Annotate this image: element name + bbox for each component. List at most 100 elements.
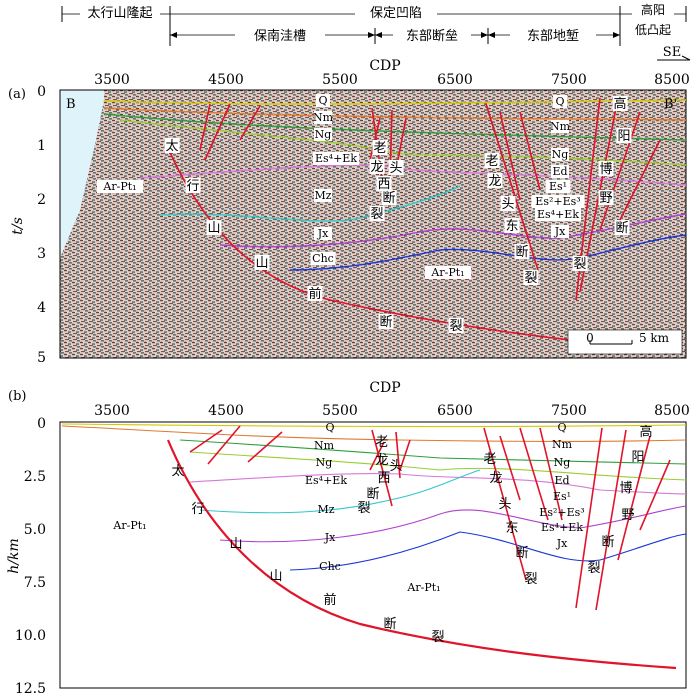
- panel-b-y-axis: 0 2.5 5.0 7.5 10.0 12.5 h/km: [6, 416, 46, 697]
- stratum-label: Es¹: [549, 180, 567, 193]
- fault-name-char-bg: [376, 176, 392, 191]
- fault-name-char: 西: [377, 177, 390, 192]
- fault-name-char: 阳: [617, 129, 630, 144]
- fault-name-char: 东: [505, 219, 518, 234]
- panel-b-depth-section: (b) CDP 3500 4500 5500 6500 7500 8500 0 …: [6, 380, 690, 697]
- stratum-label-bg: [314, 189, 332, 202]
- fault-name-char: 行: [191, 502, 204, 517]
- fault-name-char-bg: [378, 314, 394, 329]
- panel-a-label: (a): [8, 87, 26, 102]
- fault-name-char: 断: [383, 617, 396, 632]
- y-tick-label: 4: [37, 300, 46, 316]
- y-tick-label: 7.5: [24, 575, 46, 591]
- scale-bar-background: [567, 329, 683, 355]
- fault-name-char: 西: [377, 471, 390, 486]
- fault-name-char: 断: [515, 546, 528, 561]
- horizon-Jx: [199, 469, 481, 514]
- fault-name-char: 野: [621, 508, 634, 523]
- stratum-label: Nm: [313, 111, 334, 124]
- fault-name-char: 高: [639, 424, 652, 440]
- cdp-tick-label: 6500: [437, 403, 473, 419]
- header-structural-units: 太行山隆起 保定凹陷 高阳 保南洼槽 东部断垒 东部地堑 低凸起 SE: [61, 2, 691, 61]
- stratum-label: Ng: [316, 456, 333, 469]
- fault-name-char-bg: [514, 244, 530, 259]
- stratum-label: Es²+Es³: [535, 195, 580, 208]
- fault-name-char-bg: [598, 161, 614, 176]
- header-unit-label: 高阳: [641, 2, 665, 17]
- fault-name-char: 断: [515, 245, 528, 260]
- panel-a-cdp-ticks: 3500 4500 5500 6500 7500 8500: [94, 72, 690, 88]
- stratum-label: Q: [557, 421, 566, 434]
- fault-name-char: 裂: [449, 319, 462, 334]
- stratum-label: Ar-Pt₁: [430, 266, 464, 279]
- stratum-label: Jx: [554, 225, 566, 238]
- fault-name-char-bg: [254, 255, 270, 270]
- fault-name-char-bg: [500, 196, 516, 211]
- header-subunit-label: 东部地堑: [527, 29, 579, 44]
- stratum-label-bg: [313, 152, 359, 165]
- panel-b-cdp-title: CDP: [369, 380, 400, 396]
- y-tick-label: 1: [37, 138, 46, 154]
- fault-name-char-bg: [614, 220, 630, 235]
- fault-name-char: 行: [186, 179, 199, 194]
- fault-minor: [199, 103, 261, 161]
- y-tick-label: 3: [37, 246, 46, 262]
- fault-name-char-bg: [372, 140, 388, 155]
- stratum-label: Nm: [552, 438, 573, 451]
- scale-bar-end: 5 km: [639, 331, 670, 345]
- stratum-label: Es⁴+Ek: [315, 152, 357, 165]
- scale-bar-start: 0: [586, 331, 594, 345]
- fault-name-char: 山: [269, 569, 282, 584]
- stratum-label-bg: [551, 148, 569, 161]
- stratum-label: Jx: [317, 227, 329, 240]
- fault-name-char-bg: [487, 173, 503, 188]
- horizon-Q: [103, 99, 687, 105]
- stratum-label: Mz: [317, 503, 334, 516]
- fault-laolong-east: [485, 103, 541, 271]
- fault-gaoyang: [575, 427, 671, 611]
- fault-name-char: 阳: [631, 450, 644, 465]
- section-end-label: B': [664, 97, 677, 112]
- cdp-tick-label: 8500: [654, 72, 690, 88]
- fault-name-char-bg: [448, 318, 464, 333]
- panel-a-seismic-section: (a) CDP 3500 4500 5500 6500 7500 8500 0 …: [8, 58, 690, 366]
- horizon-Es: [189, 451, 687, 481]
- panel-b-horizons: [61, 423, 687, 571]
- fault-name-char-bg: [612, 96, 628, 111]
- fault-name-char-bg: [484, 153, 500, 168]
- fault-taihang: [167, 147, 571, 341]
- fault-name-char-bg: [616, 128, 632, 143]
- fault-name-char-bg: [388, 160, 404, 175]
- stratum-label: Es⁴+Ek: [541, 521, 583, 534]
- fault-name-char: 老: [373, 141, 386, 156]
- stratum-label: Ar-Pt₁: [102, 180, 136, 193]
- fault-name-char-bg: [523, 270, 539, 285]
- y-tick-label: 2: [37, 192, 46, 208]
- stratum-label: Ng: [315, 128, 332, 141]
- horizon-Q: [61, 423, 687, 428]
- panel-a-frame: [59, 89, 687, 359]
- stratum-label-bg: [551, 120, 569, 133]
- cdp-tick-label: 5500: [322, 403, 358, 419]
- y-tick-label: 5.0: [24, 522, 46, 538]
- fault-name-char: 山: [229, 537, 242, 552]
- header-subunit-label: 低凸起: [635, 23, 671, 37]
- stratum-label: Chc: [319, 560, 341, 573]
- fault-name-char: 裂: [524, 572, 537, 587]
- cdp-tick-label: 3500: [94, 72, 130, 88]
- fault-laolong-east: [483, 427, 563, 581]
- fault-name-char-bg: [369, 206, 385, 221]
- fault-minor: [189, 425, 283, 465]
- stratum-label-bg: [316, 94, 330, 107]
- fault-name-char: 龙: [375, 453, 388, 468]
- stratum-label: Ng: [552, 148, 569, 161]
- section-start-label: B: [66, 97, 76, 112]
- fault-name-char: 龙: [489, 471, 502, 486]
- fault-name-char: 老: [375, 435, 388, 450]
- stratum-label: Ng: [554, 456, 571, 469]
- y-tick-label: 12.5: [15, 681, 46, 697]
- y-axis-title: t/s: [10, 217, 26, 235]
- stratum-label: Es²+Es³: [539, 506, 584, 519]
- fault-name-char: 裂: [370, 207, 383, 222]
